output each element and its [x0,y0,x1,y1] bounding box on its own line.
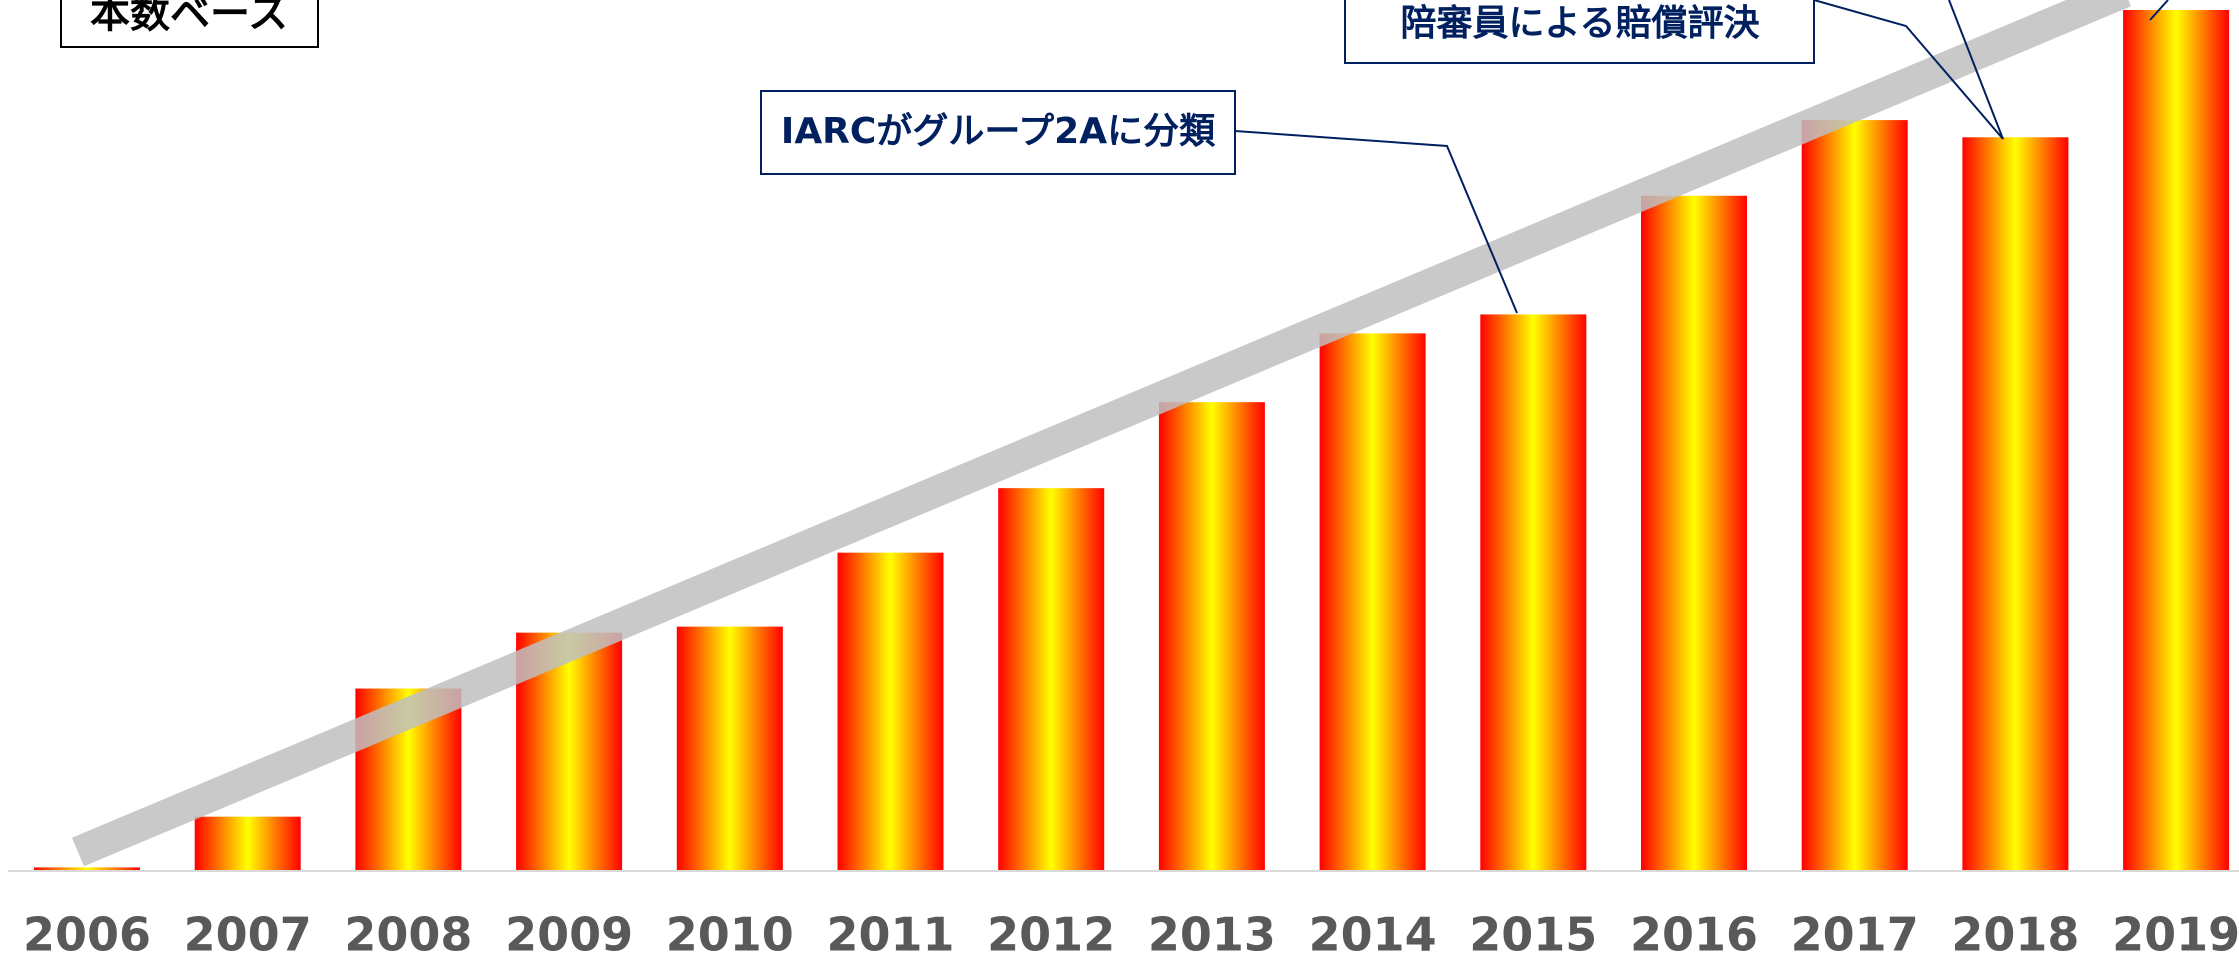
x-tick-label: 2017 [1791,908,1919,960]
annotation: 陪審員による賠償評決 [1401,3,1760,44]
bars [34,10,2230,870]
bar [1641,195,1747,870]
leader-line [1948,0,2004,140]
x-tick-label: 2007 [184,908,312,960]
basis-label: 本数ベース [90,0,288,37]
leader-line [2149,0,2169,21]
bar [1480,314,1587,870]
bar [676,626,783,870]
bar [34,867,140,870]
x-tick-label: 2009 [505,908,633,960]
x-tick-label: 2008 [344,908,472,960]
annotation-box [760,90,1236,175]
leader-line [1813,0,2004,140]
bar [1319,333,1426,870]
bar [194,816,301,870]
bar [837,552,944,870]
x-tick-label: 2019 [2112,908,2239,960]
x-tick-label: 2013 [1148,908,1276,960]
bar [998,488,1105,870]
x-tick-label: 2010 [666,908,794,960]
x-tick-label: 2018 [1951,908,2079,960]
basis-box [60,0,319,48]
leader-line [1234,130,1518,314]
bar [1962,137,2069,870]
x-tick-label: 2006 [23,908,151,960]
bar [2123,10,2230,870]
x-tick-label: 2015 [1469,908,1597,960]
x-tick-label: 2011 [826,908,954,960]
annotation: IARCがグループ2Aに分類 [781,111,1216,152]
bar [1801,120,1908,870]
trend-band [71,0,2132,867]
bar [1158,402,1265,870]
x-tick-label: 2014 [1309,908,1437,960]
annotation-box [1344,0,1815,64]
x-tick-label: 2016 [1630,908,1758,960]
x-tick-label: 2012 [987,908,1115,960]
